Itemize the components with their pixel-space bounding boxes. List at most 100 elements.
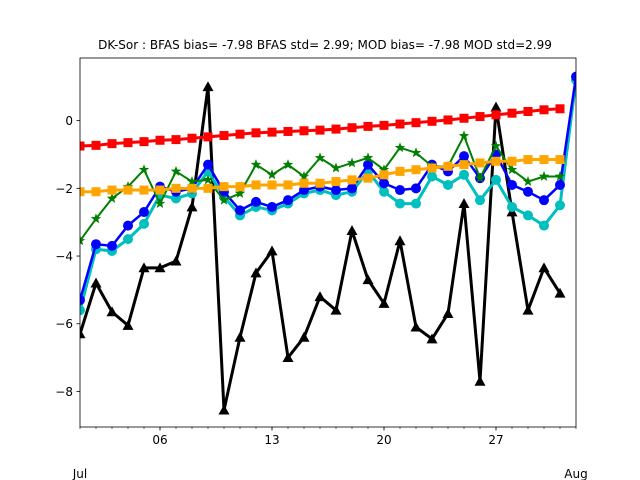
data-point [267, 180, 277, 190]
data-point [203, 183, 213, 193]
data-point [331, 185, 341, 196]
data-point [155, 135, 165, 145]
data-point [203, 159, 213, 170]
data-point [154, 262, 166, 273]
data-point [362, 274, 374, 285]
data-point [282, 352, 294, 363]
data-point [427, 116, 437, 126]
data-point [315, 125, 325, 135]
data-point [378, 164, 390, 175]
data-point [362, 152, 374, 163]
x-tick-label: 27 [488, 433, 503, 447]
data-point [395, 166, 405, 176]
data-point [91, 140, 101, 150]
y-tick-label: −2 [55, 182, 73, 196]
data-point [411, 118, 421, 128]
data-point [475, 158, 485, 168]
data-point [379, 170, 389, 180]
data-point [298, 331, 310, 342]
data-point [490, 101, 502, 112]
data-point [219, 182, 229, 192]
data-point [346, 157, 358, 168]
data-point [80, 235, 86, 246]
data-point [347, 123, 357, 133]
data-point [107, 185, 117, 195]
plot-series [80, 71, 576, 415]
data-point [299, 178, 309, 188]
data-point [90, 213, 102, 224]
data-point [187, 133, 197, 143]
data-point [106, 306, 118, 317]
data-point [411, 198, 421, 209]
data-point [123, 234, 133, 245]
data-point [107, 139, 117, 149]
data-point [187, 183, 197, 193]
data-point [123, 138, 133, 148]
data-point [554, 287, 566, 298]
data-point [474, 172, 486, 183]
data-point [475, 195, 485, 206]
data-point [80, 305, 85, 316]
x-tick-label: 13 [264, 433, 279, 447]
data-point [395, 185, 405, 196]
data-point [410, 321, 422, 332]
x-tick-label: 06 [152, 433, 167, 447]
data-point [139, 207, 149, 218]
data-point [266, 245, 278, 256]
data-point [282, 159, 294, 170]
data-point [347, 175, 357, 185]
data-point [283, 126, 293, 136]
data-point [170, 255, 182, 266]
data-point [395, 198, 405, 209]
data-point [506, 164, 518, 175]
series-3 [80, 130, 566, 246]
data-point [314, 291, 326, 302]
data-point [251, 196, 261, 207]
data-point [507, 201, 517, 212]
data-point [80, 187, 85, 197]
data-point [267, 127, 277, 137]
data-point [235, 182, 245, 192]
data-point [363, 159, 373, 170]
data-point [443, 161, 453, 171]
data-point [331, 177, 341, 187]
data-point [330, 162, 342, 173]
data-point [170, 165, 182, 176]
data-point [171, 135, 181, 145]
data-point [523, 210, 533, 221]
data-point [539, 195, 549, 206]
data-point [298, 170, 310, 181]
data-point [442, 308, 454, 318]
data-point [458, 130, 470, 141]
data-point [379, 120, 389, 130]
data-point [299, 126, 309, 136]
data-point [218, 404, 230, 415]
data-point [234, 187, 246, 198]
data-point [538, 262, 550, 273]
data-point [523, 186, 533, 197]
data-point [283, 195, 293, 206]
data-point [138, 164, 150, 175]
data-point [571, 71, 576, 82]
data-point [186, 176, 198, 187]
data-point [363, 121, 373, 131]
data-point [523, 106, 533, 116]
data-point [251, 180, 261, 190]
y-tick-label: 0 [65, 114, 73, 128]
data-point [123, 185, 133, 195]
data-point [539, 220, 549, 231]
data-point [491, 110, 501, 120]
plot-frame [79, 57, 577, 428]
data-point [90, 277, 102, 288]
data-point [522, 176, 534, 187]
data-point [250, 159, 262, 170]
data-point [347, 183, 357, 194]
data-point [539, 155, 549, 165]
data-point [491, 156, 501, 166]
y-axis: 0 −2 −4 −6 −8 [55, 114, 80, 399]
data-point [155, 185, 165, 195]
data-point [555, 200, 565, 211]
series-4 [80, 155, 565, 197]
data-point [154, 198, 166, 209]
